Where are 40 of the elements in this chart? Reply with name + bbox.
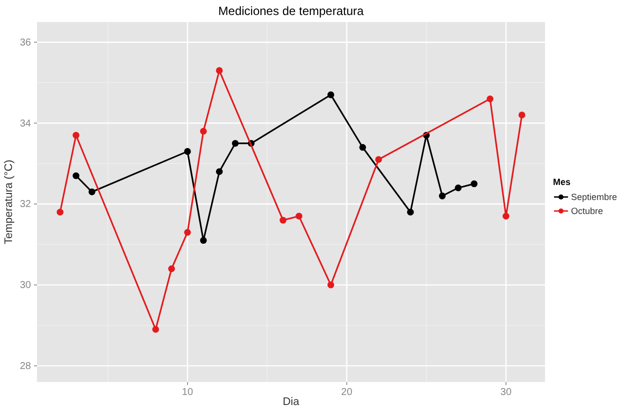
point [168, 265, 175, 272]
y-tick-label: 28 [20, 361, 32, 372]
point [200, 128, 207, 135]
point [216, 168, 223, 176]
point [359, 144, 366, 151]
point [72, 132, 80, 139]
point [438, 192, 446, 200]
point [152, 326, 160, 333]
point [296, 212, 302, 220]
point [375, 156, 382, 163]
y-tick-label: 34 [20, 118, 32, 130]
x-tick-label: 10 [182, 387, 194, 398]
y-tick-label: 32 [20, 199, 32, 210]
point [200, 237, 207, 244]
point [518, 112, 526, 118]
y-axis-title: Temperatura (°C) [3, 160, 15, 244]
chart-title: Mediciones de temperatura [218, 4, 364, 18]
y-tick-label: 36 [20, 37, 32, 48]
point [280, 216, 286, 224]
point [486, 95, 494, 102]
point [407, 208, 414, 216]
point [454, 184, 462, 192]
point [232, 140, 239, 147]
point [56, 208, 64, 216]
point [88, 188, 96, 196]
point [327, 91, 334, 98]
point [502, 212, 510, 220]
point [216, 67, 223, 74]
legend-title: Mes [553, 177, 571, 187]
point [327, 282, 334, 288]
point [72, 172, 80, 180]
x-tick-label: 20 [341, 387, 353, 398]
x-axis-title: Dia [282, 396, 300, 408]
point [470, 180, 478, 188]
y-tick-label: 30 [20, 280, 32, 292]
point [184, 148, 191, 155]
legend-label: Septiembre [571, 192, 618, 202]
point [184, 228, 191, 236]
x-tick-label: 30 [500, 387, 512, 398]
legend-label: Octubre [571, 206, 604, 216]
